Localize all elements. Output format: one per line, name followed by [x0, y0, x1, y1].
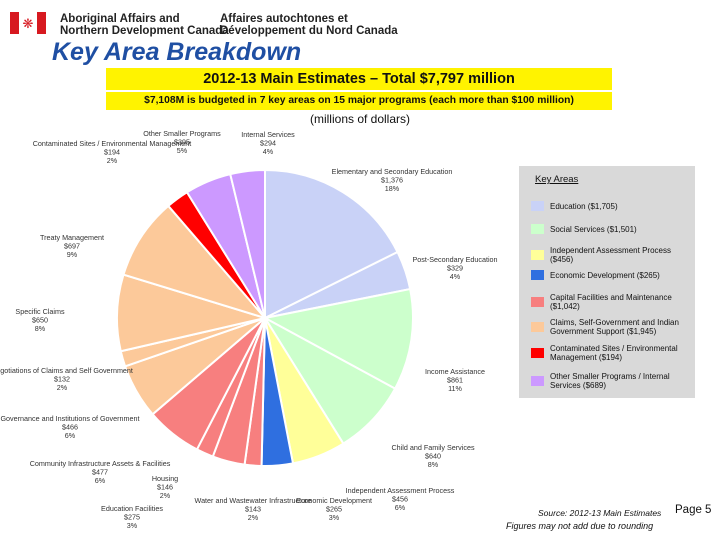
source-note: Source: 2012-13 Main Estimates	[538, 508, 662, 518]
legend-swatch	[531, 322, 544, 332]
pie-label: Housing $146 2%	[152, 474, 178, 500]
legend-swatch	[531, 348, 544, 358]
legend-swatch	[531, 250, 544, 260]
legend-label: Social Services ($1,501)	[550, 224, 637, 234]
pie-label: Water and Wastewater Infrastructure $143 2…	[195, 496, 312, 522]
pie-label: Internal Services $294 4%	[241, 130, 295, 156]
legend-title: Key Areas	[535, 174, 579, 185]
legend-item: Other Smaller Programs / Internal Servic…	[531, 372, 693, 390]
pie-slice-treaty-management	[122, 204, 269, 320]
pie-label: Specific Claims $650 8%	[15, 307, 65, 333]
org-name-french: Affaires autochtones et Développement du…	[220, 13, 398, 37]
page-number: Page 5	[675, 504, 712, 516]
org-fr-line2: Développement du Nord Canada	[220, 25, 398, 37]
legend-item: Social Services ($1,501)	[531, 224, 693, 234]
pie-label: Independent Assessment Process $456 6%	[346, 486, 455, 512]
org-name-english: Aboriginal Affairs and Northern Developm…	[60, 13, 229, 37]
pie-label: Community Infrastructure Assets & Facili…	[30, 459, 171, 485]
legend-swatch	[531, 270, 544, 280]
rounding-note: Figures may not add due to rounding	[506, 521, 654, 531]
org-fr-line1: Affaires autochtones et	[220, 13, 348, 25]
chart-subtitle: 2012-13 Main Estimates – Total $7,797 mi…	[106, 68, 612, 90]
legend-item: Independent Assessment Process ($456)	[531, 246, 693, 264]
pie-labels: Elementary and Secondary Education $1,376…	[0, 129, 498, 530]
org-en-line2: Northern Development Canada	[60, 25, 229, 37]
legend-item: Education ($1,705)	[531, 201, 693, 211]
legend: Key Areas Education ($1,705) Social Servi…	[519, 166, 695, 398]
legend-item: Capital Facilities and Maintenance ($1,0…	[531, 293, 693, 311]
legend-item: Economic Development ($265)	[531, 270, 693, 280]
legend-swatch	[531, 297, 544, 307]
pie-label: Post-Secondary Education $329 4%	[412, 255, 497, 281]
org-en-line1: Aboriginal Affairs and	[60, 13, 180, 25]
legend-label: Claims, Self-Government and Indian Gover…	[550, 318, 679, 336]
pie-slices	[116, 168, 414, 467]
pie-slice-internal-services	[229, 168, 266, 319]
units-label: (millions of dollars)	[309, 112, 411, 126]
legend-label: Other Smaller Programs / Internal Servic…	[550, 372, 670, 390]
legend-label: Contaminated Sites / Environmental Manag…	[550, 344, 678, 362]
canada-flag-icon: ❋	[10, 12, 46, 34]
legend-label: Independent Assessment Process ($456)	[550, 246, 671, 264]
legend-label: Economic Development ($265)	[550, 270, 660, 280]
legend-label: Education ($1,705)	[550, 201, 618, 211]
pie-slice-elementary-and-secondary-education	[264, 168, 399, 320]
legend-item: Claims, Self-Government and Indian Gover…	[531, 318, 693, 336]
pie-label: Contaminated Sites / Environmental Manag…	[33, 139, 192, 165]
pie-label: Education Facilities $275 3%	[101, 504, 163, 530]
pie-label: Governance and Institutions of Governmen…	[0, 414, 139, 440]
pie-label: Economic Development $265 3%	[296, 496, 372, 522]
chart-subtitle-detail: $7,108M is budgeted in 7 key areas on 15…	[106, 92, 612, 110]
legend-label: Capital Facilities and Maintenance ($1,0…	[550, 293, 672, 311]
legend-swatch	[531, 224, 544, 234]
pie-label: Child and Family Services $640 8%	[391, 443, 474, 469]
page-title: Key Area Breakdown	[52, 38, 302, 66]
legend-item: Contaminated Sites / Environmental Manag…	[531, 344, 693, 362]
pie-label: Elementary and Secondary Education $1,376…	[332, 167, 453, 193]
pie-slice-income-assistance	[262, 287, 414, 390]
flag-right-bar	[37, 12, 46, 34]
pie-label: Treaty Management $697 9%	[40, 233, 104, 259]
legend-swatch	[531, 201, 544, 211]
flag-left-bar	[10, 12, 19, 34]
pie-label: Other Smaller Programs $395 5%	[143, 129, 221, 155]
pie-label: Negotiations of Claims and Self Governme…	[0, 366, 133, 392]
maple-leaf-icon: ❋	[19, 12, 37, 34]
pie-label: Income Assistance $861 11%	[425, 367, 485, 393]
legend-swatch	[531, 376, 544, 386]
